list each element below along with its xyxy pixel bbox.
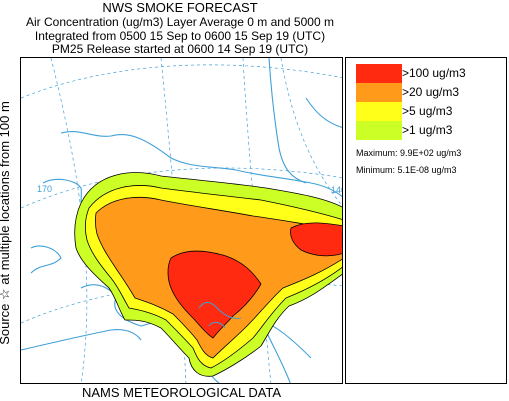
legend-label-gt5: >5 ug/m3 [402, 104, 453, 118]
minimum-value: Minimum: 5.1E-08 ug/m3 [356, 165, 457, 175]
legend-swatch-gt5 [356, 102, 402, 121]
forecast-title: NWS SMOKE FORECAST [102, 0, 258, 15]
contour-gt100 [167, 250, 262, 339]
source-location-label: Source ☆ at multiple locations from 100 … [0, 101, 12, 345]
graticule-label-140: 140 [331, 185, 343, 195]
legend-swatch-gt20 [356, 83, 402, 102]
legend-label-gt1: >1 ug/m3 [402, 123, 453, 137]
smoke-plume [74, 172, 342, 377]
smoke-map: 170 160 150 140 130 [20, 57, 343, 384]
legend-label-gt100: >100 ug/m3 [402, 66, 466, 80]
legend-item-gt1: >1 ug/m3 [356, 121, 501, 140]
legend-label-gt20: >20 ug/m3 [402, 85, 460, 99]
integration-period-line: Integrated from 0500 15 Sep to 0600 15 S… [34, 29, 326, 43]
legend-item-gt100: >100 ug/m3 [356, 64, 501, 83]
map-svg: 170 160 150 140 130 [21, 58, 343, 383]
release-start-line: PM25 Release started at 0600 14 Sep 19 (… [51, 42, 309, 56]
contour-gt100-east [290, 222, 342, 257]
legend-item-gt20: >20 ug/m3 [356, 83, 501, 102]
legend-item-gt5: >5 ug/m3 [356, 102, 501, 121]
maximum-value: Maximum: 9.9E+02 ug/m3 [356, 148, 462, 158]
met-data-footer: NAMS METEOROLOGICAL DATA [81, 385, 282, 400]
legend-panel: >100 ug/m3 >20 ug/m3 >5 ug/m3 >1 ug/m3 M… [345, 57, 507, 384]
graticule-label-170: 170 [37, 184, 52, 194]
coastline-overlay [198, 301, 242, 329]
legend-swatch-gt1 [356, 121, 402, 140]
concentration-layer-line: Air Concentration (ug/m3) Layer Average … [26, 15, 334, 29]
legend-swatch-gt100 [356, 64, 402, 83]
